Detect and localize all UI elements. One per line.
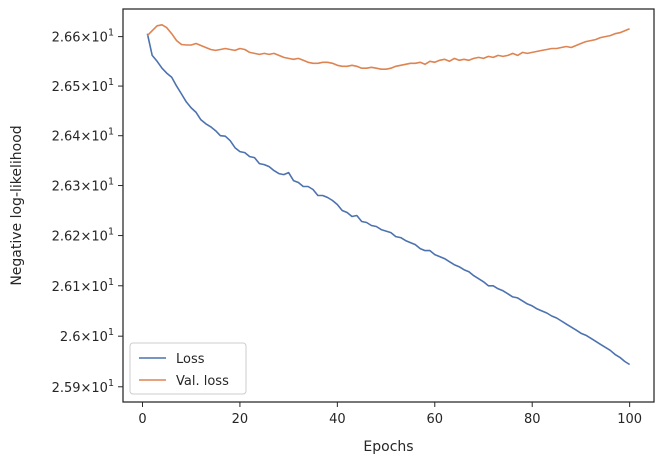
legend-box [129, 342, 247, 395]
y-tick-label: 2.62×101 [52, 227, 114, 245]
y-tick-label: 2.6×101 [60, 327, 114, 345]
series-line-val-loss [146, 23, 630, 70]
y-tick-label: 2.61×101 [52, 277, 114, 295]
y-tick-label: 2.65×101 [52, 77, 114, 95]
x-axis-label: Epochs [363, 439, 413, 455]
x-tick-label: 0 [138, 412, 146, 427]
series-lines [146, 23, 631, 366]
y-tick-label: 2.66×101 [52, 28, 114, 46]
plot-frame [122, 8, 655, 403]
y-tick-label: 2.64×101 [52, 127, 114, 145]
y-axis-ticks: 2.59×101 2.6×101 2.61×101 2.62×101 2.63×101 2… [52, 28, 123, 396]
x-tick-label: 20 [232, 412, 249, 427]
y-axis-label: Negative log-likelihood [9, 125, 25, 285]
legend-label: Loss [176, 352, 205, 367]
x-tick-label: 60 [427, 412, 444, 427]
x-axis-ticks: 0 20 40 60 80 100 [138, 402, 642, 427]
series-line-loss [146, 33, 631, 366]
x-tick-label: 80 [524, 412, 541, 427]
y-tick-label: 2.63×101 [52, 177, 114, 195]
x-tick-label: 100 [617, 412, 642, 427]
x-tick-label: 40 [329, 412, 346, 427]
y-tick-label: 2.59×101 [52, 378, 114, 396]
legend-label: Val. loss [176, 374, 229, 389]
legend: Loss Val. loss [129, 342, 247, 395]
